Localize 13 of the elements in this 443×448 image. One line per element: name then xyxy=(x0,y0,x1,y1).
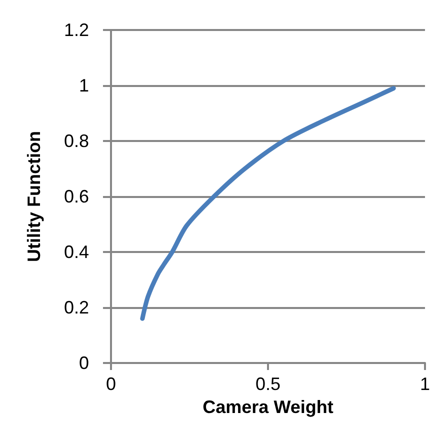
line-series xyxy=(140,86,396,321)
y-tick-label: 0.6 xyxy=(64,186,89,206)
y-tick-label: 0.2 xyxy=(64,298,89,318)
x-axis-title: Camera Weight xyxy=(202,396,334,417)
y-tick-label: 1.2 xyxy=(64,20,89,40)
y-tick-label: 1 xyxy=(78,76,89,96)
y-axis-title: Utility Function xyxy=(24,131,44,262)
x-tick-label: 0.5 xyxy=(255,374,281,394)
y-tick-label: 0 xyxy=(78,353,89,373)
y-tick-label: 0.4 xyxy=(64,242,89,262)
x-tick-label: 0 xyxy=(106,374,116,394)
x-tick-label: 1 xyxy=(420,374,430,394)
y-tick-label: 0.8 xyxy=(64,131,89,151)
